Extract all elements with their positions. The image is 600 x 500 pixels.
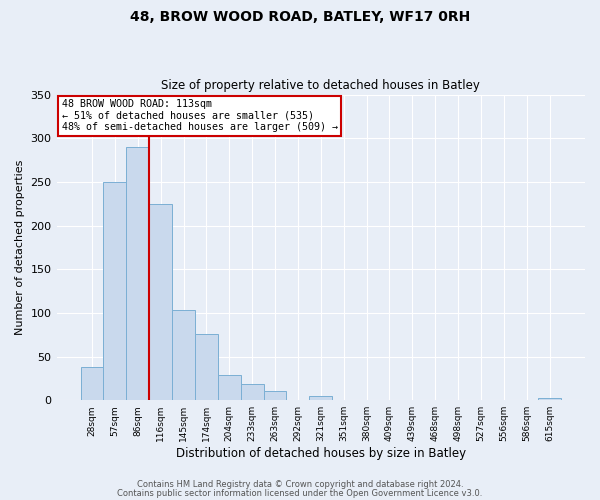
Bar xyxy=(149,204,172,400)
Bar xyxy=(127,147,149,400)
Bar xyxy=(310,396,332,400)
Bar xyxy=(172,310,195,400)
Text: 48 BROW WOOD ROAD: 113sqm
← 51% of detached houses are smaller (535)
48% of semi: 48 BROW WOOD ROAD: 113sqm ← 51% of detac… xyxy=(62,99,338,132)
Bar xyxy=(538,398,561,400)
Bar xyxy=(241,384,263,400)
Text: 48, BROW WOOD ROAD, BATLEY, WF17 0RH: 48, BROW WOOD ROAD, BATLEY, WF17 0RH xyxy=(130,10,470,24)
Bar xyxy=(80,367,103,400)
Text: Contains public sector information licensed under the Open Government Licence v3: Contains public sector information licen… xyxy=(118,489,482,498)
Bar xyxy=(103,182,127,400)
Y-axis label: Number of detached properties: Number of detached properties xyxy=(15,160,25,335)
Bar xyxy=(263,390,286,400)
Text: Contains HM Land Registry data © Crown copyright and database right 2024.: Contains HM Land Registry data © Crown c… xyxy=(137,480,463,489)
Bar xyxy=(195,334,218,400)
Title: Size of property relative to detached houses in Batley: Size of property relative to detached ho… xyxy=(161,79,480,92)
X-axis label: Distribution of detached houses by size in Batley: Distribution of detached houses by size … xyxy=(176,447,466,460)
Bar xyxy=(218,375,241,400)
